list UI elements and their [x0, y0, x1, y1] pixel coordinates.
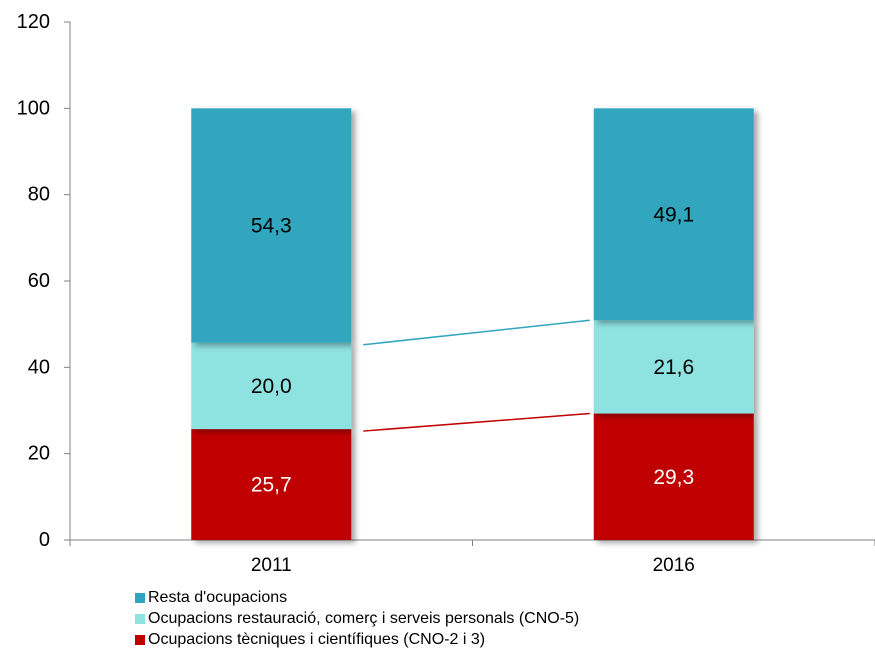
- bar-segment-2011-s1: [191, 342, 352, 430]
- y-tick-label-80: 80: [28, 184, 50, 206]
- legend-item-resta: Resta d'ocupacions: [135, 587, 579, 608]
- legend-label-resta: Resta d'ocupacions: [148, 589, 288, 606]
- x-tick-label-2016: 2016: [653, 555, 695, 576]
- y-tick-label-40: 40: [28, 356, 50, 378]
- series-line-1: [363, 319, 590, 346]
- legend-item-cno23: Ocupacions tècniques i científiques (CNO…: [135, 629, 579, 650]
- chart-legend: Resta d'ocupacions Ocupacions restauraci…: [135, 587, 579, 650]
- data-label-2016-s2: 49,1: [653, 203, 694, 226]
- y-tick-label-100: 100: [17, 97, 50, 119]
- y-tick-label-60: 60: [28, 270, 50, 292]
- stacked-bar-chart: 0 20 40 60 80 100 120 25,7 20,0 54,3 2011 29,3 21,6 4…: [17, 11, 875, 576]
- bar-segment-2016-s0: [593, 413, 754, 540]
- data-label-2011-s0: 25,7: [251, 474, 292, 497]
- bar-segment-2011-s2: [191, 108, 352, 343]
- data-label-2016-s0: 29,3: [653, 466, 694, 489]
- legend-label-cno23: Ocupacions tècniques i científiques (CNO…: [148, 631, 486, 648]
- bar-segment-2016-s1: [593, 320, 754, 414]
- data-label-2016-s1: 21,6: [653, 356, 694, 379]
- y-tick-label-0: 0: [39, 529, 50, 551]
- legend-swatch-cno5: [135, 613, 145, 624]
- y-tick-label-20: 20: [28, 443, 50, 465]
- data-label-2011-s2: 54,3: [251, 215, 292, 238]
- bar-segment-2011-s0: [191, 429, 352, 540]
- data-label-2011-s1: 20,0: [251, 375, 292, 398]
- x-tick-label-2011: 2011: [251, 555, 292, 576]
- legend-label-cno5: Ocupacions restauració, comerç i serveis…: [148, 610, 580, 627]
- legend-item-cno5: Ocupacions restauració, comerç i serveis…: [135, 608, 579, 629]
- legend-swatch-resta: [135, 592, 145, 603]
- bar-segment-2016-s2: [593, 108, 754, 321]
- legend-swatch-cno23: [135, 634, 145, 645]
- series-line-0: [363, 412, 590, 432]
- y-tick-label-120: 120: [17, 11, 50, 33]
